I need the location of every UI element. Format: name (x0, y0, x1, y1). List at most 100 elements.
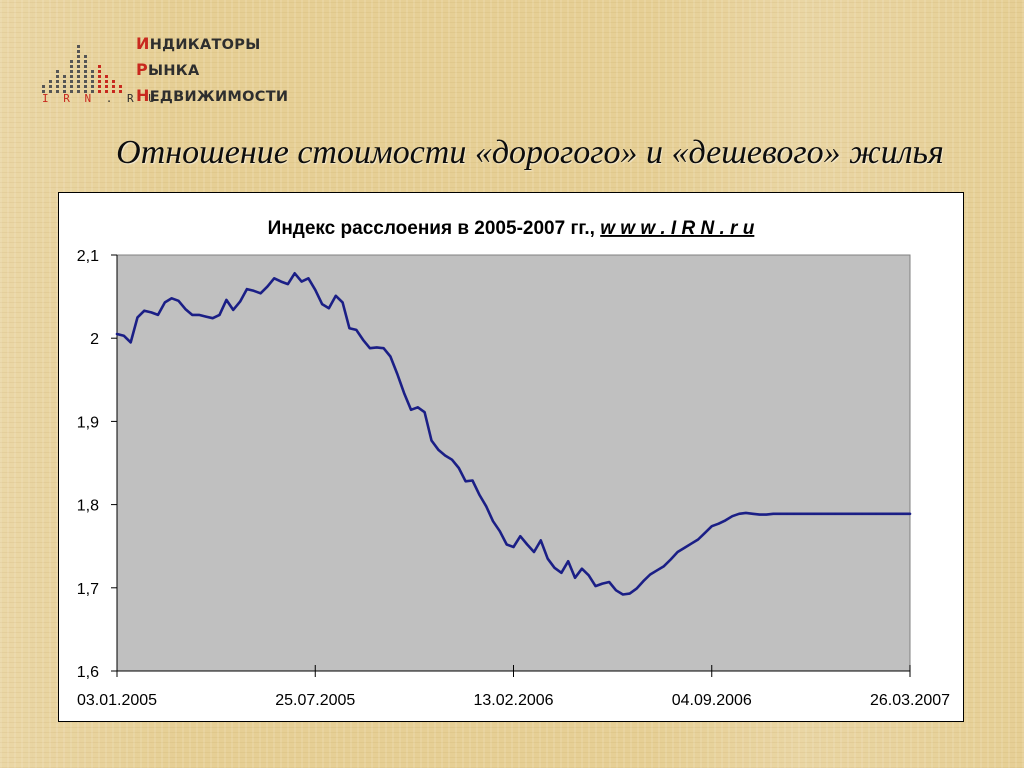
data-point (273, 277, 275, 280)
data-point (669, 558, 672, 561)
data-point (717, 522, 720, 525)
chart-title: Индекс расслоения в 2005-2007 гг., w w w… (268, 218, 755, 239)
data-point (608, 581, 610, 583)
data-point (314, 289, 317, 291)
data-point (211, 317, 214, 319)
chart-title-link[interactable]: w w w . I R N . r u (600, 218, 755, 239)
data-point (526, 543, 528, 546)
data-point (157, 314, 159, 316)
data-point (492, 520, 494, 522)
data-point (806, 513, 809, 515)
data-point (437, 448, 440, 451)
logo-irn-letters: I R N (42, 92, 96, 105)
data-point (232, 309, 234, 311)
y-tick-label: 1,6 (77, 664, 99, 681)
data-point (423, 411, 426, 413)
data-point (410, 409, 412, 411)
data-point (150, 311, 152, 314)
data-point (704, 532, 706, 534)
data-point (546, 557, 549, 560)
data-point (752, 513, 754, 515)
data-point (827, 513, 829, 515)
data-point (164, 301, 166, 304)
data-point (335, 295, 337, 297)
data-point (560, 572, 563, 574)
data-point (478, 493, 481, 496)
data-point (280, 280, 282, 283)
data-point (293, 272, 296, 275)
chart-title-main: Индекс расслоения в 2005-2007 гг., (268, 218, 601, 239)
data-point (772, 513, 775, 515)
data-point (540, 539, 542, 542)
data-point (697, 538, 699, 541)
x-tick-label: 25.07.2005 (275, 692, 355, 709)
data-point (649, 573, 651, 576)
data-point (765, 513, 768, 516)
data-point (430, 439, 433, 442)
data-point (690, 542, 692, 545)
y-tick-label: 1,8 (77, 498, 99, 515)
data-point (786, 513, 788, 515)
data-point (799, 513, 802, 515)
logo-line-1: ИНДИКАТОРЫ (136, 34, 261, 53)
data-point (225, 299, 228, 301)
data-point (300, 280, 303, 283)
data-point (881, 513, 884, 515)
data-point (287, 283, 289, 285)
logo-irn-text: I R N . R U (42, 92, 159, 105)
data-point (854, 513, 857, 515)
data-point (888, 513, 891, 515)
plot-area (116, 254, 911, 672)
data-point (116, 333, 118, 335)
logo-line-2: РЫНКА (136, 60, 200, 79)
data-point (184, 308, 187, 310)
data-point (129, 341, 132, 344)
data-point (847, 513, 850, 515)
data-point (451, 458, 453, 461)
data-point (622, 593, 624, 596)
data-point (355, 329, 358, 331)
data-point (731, 515, 734, 517)
data-point (369, 347, 371, 349)
data-point (711, 525, 713, 527)
data-point (376, 346, 378, 349)
data-point (246, 288, 248, 290)
logo-ru-letters: . R U (105, 92, 159, 105)
x-tick-label: 13.02.2006 (473, 692, 553, 709)
data-point (471, 479, 474, 482)
data-point (902, 513, 904, 515)
data-point (581, 567, 583, 570)
data-point (341, 301, 344, 304)
data-point (239, 300, 241, 303)
data-point (663, 565, 665, 567)
data-point (909, 513, 911, 515)
data-point (642, 580, 645, 582)
data-point (820, 513, 822, 515)
data-point (177, 300, 180, 302)
data-point (615, 589, 617, 592)
data-point (464, 480, 467, 483)
logo-line-3: НЕДВИЖИМОСТИ (136, 86, 289, 105)
data-point (191, 314, 193, 316)
data-point (205, 315, 207, 318)
data-point (198, 314, 200, 316)
data-point (861, 513, 863, 515)
data-point (574, 577, 576, 579)
y-tick-label: 1,9 (77, 414, 99, 431)
data-point (840, 513, 843, 515)
data-point (417, 406, 419, 409)
data-point (533, 551, 535, 553)
data-point (868, 513, 870, 515)
data-point (123, 334, 125, 337)
data-point (382, 347, 385, 349)
data-point (594, 585, 597, 587)
data-point (628, 592, 631, 595)
data-point (348, 327, 351, 329)
data-point (458, 467, 460, 469)
logo-bars-icon (42, 45, 122, 93)
chart-frame: Индекс расслоения в 2005-2007 гг., w w w… (58, 192, 964, 722)
data-point (218, 314, 221, 316)
x-tick-label: 26.03.2007 (870, 692, 950, 709)
data-point (170, 297, 173, 300)
data-point (259, 292, 262, 295)
